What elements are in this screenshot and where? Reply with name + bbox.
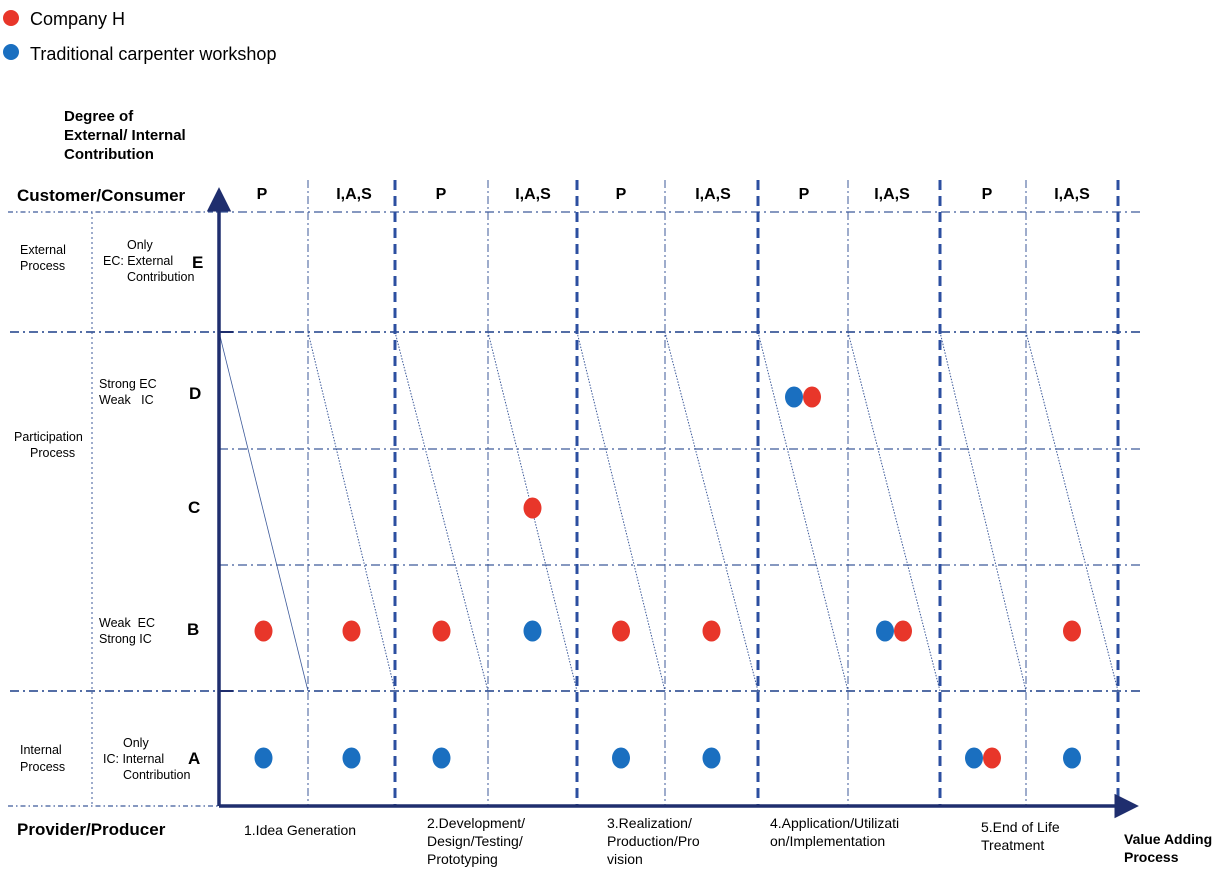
- legend-marker-traditional: [3, 44, 19, 60]
- level-description-line: Strong EC: [99, 377, 157, 391]
- y-axis-title-line: Degree of: [64, 108, 134, 125]
- level-description-line: Weak IC: [99, 393, 154, 407]
- traditional-workshop-marker: [876, 620, 894, 642]
- participation-diagonal: [757, 331, 849, 692]
- phase-label-line: 2.Development/: [427, 815, 525, 831]
- level-description-line: Strong IC: [99, 632, 152, 646]
- phase-labels: 1.Idea Generation 2.Development/ Design/…: [244, 815, 1060, 867]
- level-letter: A: [188, 749, 200, 768]
- phase-label-line: 3.Realization/: [607, 815, 692, 831]
- traditional-workshop-marker: [342, 747, 361, 769]
- level-description-line: Contribution: [127, 270, 194, 284]
- process-group-external: External Process: [20, 243, 66, 273]
- level-a: Only IC: Internal Contribution A: [103, 736, 200, 782]
- column-header: P: [257, 186, 268, 203]
- level-letter: D: [189, 384, 201, 403]
- column-header: P: [616, 186, 627, 203]
- x-axis-title-line: Process: [1124, 849, 1179, 865]
- company-h-marker: [254, 620, 273, 642]
- process-group-line: Process: [20, 760, 65, 774]
- level-letter: E: [192, 253, 203, 272]
- phase-label-line: 5.End of Life: [981, 819, 1060, 835]
- phase-label-line: Production/Pro: [607, 833, 700, 849]
- axes: [206, 187, 1139, 819]
- process-group-line: Process: [30, 446, 75, 460]
- company-h-marker: [702, 620, 721, 642]
- column-header: I,A,S: [874, 186, 910, 203]
- legend-marker-company-h: [3, 10, 19, 26]
- level-b: Weak EC Strong IC B: [99, 616, 199, 646]
- column-header: P: [982, 186, 993, 203]
- column-header: I,A,S: [1054, 186, 1090, 203]
- process-group-line: Internal: [20, 743, 62, 757]
- company-h-marker: [803, 386, 821, 408]
- company-h-marker: [983, 747, 1001, 769]
- company-h-marker: [1063, 620, 1081, 642]
- level-letter: B: [187, 620, 199, 639]
- phase-label-line: 4.Application/Utilizati: [770, 815, 899, 831]
- column-header: I,A,S: [695, 186, 731, 203]
- data-points: [254, 386, 1081, 769]
- traditional-workshop-marker: [785, 386, 803, 408]
- x-axis-title-line: Value Adding: [1124, 831, 1212, 847]
- phase-label-line: Design/Testing/: [427, 833, 523, 849]
- phase-label-line: on/Implementation: [770, 833, 885, 849]
- traditional-workshop-marker: [702, 747, 721, 769]
- company-h-marker: [432, 620, 451, 642]
- level-letter: C: [188, 498, 200, 517]
- participation-diagonal: [847, 331, 941, 692]
- company-h-marker: [342, 620, 361, 642]
- x-axis-title: Value Adding Process: [1124, 831, 1212, 865]
- column-header: I,A,S: [336, 186, 372, 203]
- level-d: Strong EC Weak IC D: [99, 377, 201, 407]
- traditional-workshop-marker: [523, 620, 542, 642]
- company-h-marker: [523, 497, 542, 519]
- level-description-line: Only: [123, 736, 149, 750]
- process-group-internal: Internal Process: [20, 743, 65, 774]
- company-h-marker: [612, 620, 630, 642]
- level-description-line: Only: [127, 238, 153, 252]
- phase-label-line: vision: [607, 851, 643, 867]
- company-h-marker: [894, 620, 912, 642]
- level-c: C: [188, 498, 200, 517]
- y-axis-title: Degree of External/ Internal Contributio…: [64, 108, 186, 163]
- traditional-workshop-marker: [1063, 747, 1081, 769]
- process-group-line: Participation: [14, 430, 83, 444]
- column-header: P: [436, 186, 447, 203]
- legend-label-traditional: Traditional carpenter workshop: [30, 44, 276, 64]
- participation-diagonal: [664, 331, 759, 692]
- phase-label-line: Treatment: [981, 837, 1044, 853]
- traditional-workshop-marker: [965, 747, 983, 769]
- participation-diagonal: [939, 331, 1027, 692]
- participation-diagonal: [394, 331, 489, 692]
- process-group-participation: Participation Process: [14, 430, 83, 460]
- traditional-workshop-marker: [612, 747, 630, 769]
- customer-consumer-label: Customer/Consumer: [17, 186, 186, 205]
- legend-label-company-h: Company H: [30, 9, 125, 29]
- column-header: I,A,S: [515, 186, 551, 203]
- provider-producer-label: Provider/Producer: [17, 820, 166, 839]
- level-description-line: IC: Internal: [103, 752, 164, 766]
- y-axis-title-line: Contribution: [64, 146, 154, 163]
- traditional-workshop-marker: [432, 747, 451, 769]
- legend: Company H Traditional carpenter workshop: [3, 9, 276, 64]
- traditional-workshop-marker: [254, 747, 273, 769]
- level-description-line: Weak EC: [99, 616, 155, 630]
- phase-label-line: 1.Idea Generation: [244, 822, 356, 838]
- process-group-line: External: [20, 243, 66, 257]
- process-group-line: Process: [20, 259, 65, 273]
- level-description-line: Contribution: [123, 768, 190, 782]
- participation-diagonal: [218, 331, 309, 692]
- column-header: P: [799, 186, 810, 203]
- level-e: Only EC: External Contribution E: [103, 238, 203, 284]
- column-headers: P I,A,S P I,A,S P I,A,S P I,A,S P I,A,S: [257, 186, 1090, 203]
- y-axis-title-line: External/ Internal: [64, 127, 186, 144]
- level-description-line: EC: External: [103, 254, 173, 268]
- grid: [8, 180, 1140, 807]
- phase-label-line: Prototyping: [427, 851, 498, 867]
